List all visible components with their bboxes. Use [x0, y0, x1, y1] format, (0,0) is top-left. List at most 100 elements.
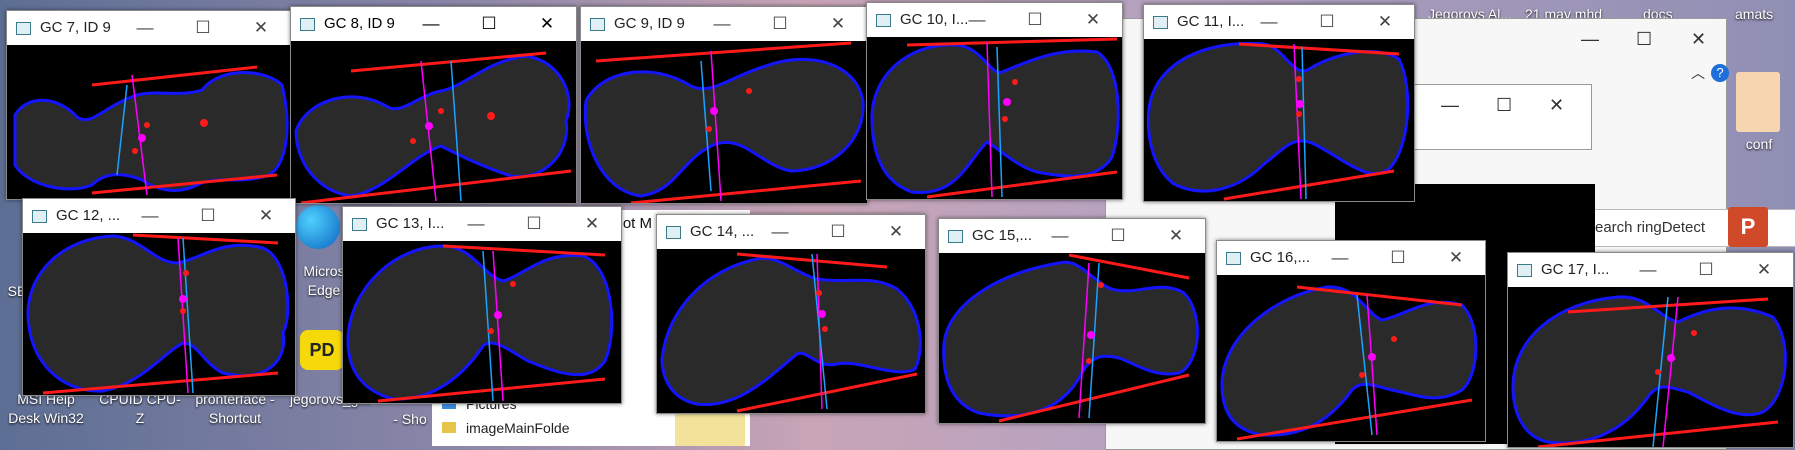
maximize-button[interactable]: ☐: [1698, 260, 1714, 279]
cell-image: [870, 37, 1120, 199]
window-title: GC 7, ID 9: [40, 19, 111, 36]
cv-window-gc13[interactable]: GC 13, I... — ☐ ✕: [342, 206, 622, 404]
close-button[interactable]: ✕: [888, 222, 904, 241]
title-bar[interactable]: GC 14, ... — ☐ ✕: [657, 215, 925, 249]
maximize-button[interactable]: ☐: [1390, 248, 1406, 267]
close-icon[interactable]: ✕: [1691, 29, 1707, 49]
window-title: GC 10, I...: [900, 11, 969, 28]
close-button[interactable]: ✕: [1085, 10, 1101, 29]
minimize-button[interactable]: —: [1331, 248, 1349, 267]
folder-icon: [442, 422, 456, 433]
desktop-icon-shortcut[interactable]: - Sho: [393, 411, 427, 427]
cell-image: [13, 65, 289, 196]
close-icon[interactable]: ✕: [1549, 95, 1565, 115]
minimize-button[interactable]: —: [1260, 12, 1278, 31]
title-bar[interactable]: GC 16,... — ☐ ✕: [1217, 241, 1485, 275]
cell-image: [294, 51, 572, 203]
minimize-button[interactable]: —: [968, 10, 986, 29]
edge-icon[interactable]: [296, 205, 340, 249]
maximize-button[interactable]: ☐: [830, 222, 846, 241]
window-title: GC 15,...: [972, 227, 1033, 244]
maximize-button[interactable]: ☐: [1027, 10, 1043, 29]
app-icon: [1153, 16, 1168, 29]
cv-window-gc15[interactable]: GC 15,... — ☐ ✕: [938, 218, 1206, 424]
maximize-button[interactable]: ☐: [195, 18, 211, 37]
search-input[interactable]: earch ringDetect: [1595, 219, 1706, 236]
maximize-button[interactable]: ☐: [526, 214, 542, 233]
title-bar[interactable]: GC 9, ID 9 — ☐ ✕: [581, 7, 867, 41]
close-button[interactable]: ✕: [1377, 12, 1393, 31]
close-button[interactable]: ✕: [1168, 226, 1184, 245]
app-icon: [590, 18, 605, 31]
minimize-icon[interactable]: —: [1441, 95, 1459, 115]
desktop-icon-se[interactable]: SE: [7, 283, 27, 299]
maximize-button[interactable]: ☐: [200, 206, 216, 225]
title-bar[interactable]: GC 13, I... — ☐ ✕: [343, 207, 621, 241]
close-button[interactable]: ✕: [1448, 248, 1464, 267]
cell-image: [583, 41, 865, 203]
maximize-button[interactable]: ☐: [481, 14, 497, 33]
powerpoint-icon[interactable]: P: [1728, 207, 1768, 247]
help-icon[interactable]: ?: [1711, 64, 1729, 82]
cv-window-gc17[interactable]: GC 17, I... — ☐ ✕: [1507, 252, 1794, 448]
cv-window-gc7[interactable]: GC 7, ID 9 — ☐ ✕: [6, 10, 291, 200]
pdf-icon[interactable]: PD: [300, 330, 344, 370]
title-bar[interactable]: GC 11, I... — ☐ ✕: [1144, 5, 1414, 39]
cell-image: [26, 233, 290, 395]
app-icon: [16, 22, 31, 35]
maximize-button[interactable]: ☐: [772, 14, 788, 33]
desktop-label-amats[interactable]: amats: [1735, 6, 1774, 22]
app-icon: [32, 210, 47, 223]
app-icon: [948, 230, 963, 243]
maximize-icon[interactable]: ☐: [1496, 95, 1513, 115]
minimize-button[interactable]: —: [141, 206, 159, 225]
nav-item-imagemain[interactable]: imageMainFolde: [442, 420, 570, 436]
minimize-button[interactable]: —: [1051, 226, 1069, 245]
maximize-icon[interactable]: ☐: [1636, 29, 1653, 49]
cv-window-gc14[interactable]: GC 14, ... — ☐ ✕: [656, 214, 926, 414]
hot-label[interactable]: Hot M: [612, 215, 653, 232]
close-button[interactable]: ✕: [584, 214, 600, 233]
window-title: GC 17, I...: [1541, 261, 1610, 278]
cv-window-gc16[interactable]: GC 16,... — ☐ ✕: [1216, 240, 1486, 442]
cv-window-gc9[interactable]: GC 9, ID 9 — ☐ ✕: [580, 6, 868, 204]
cell-image: [1511, 295, 1787, 447]
close-button[interactable]: ✕: [830, 14, 846, 33]
app-icon: [876, 14, 891, 27]
cv-window-gc11[interactable]: GC 11, I... — ☐ ✕: [1143, 4, 1415, 202]
minimize-button[interactable]: —: [467, 214, 485, 233]
title-bar[interactable]: GC 8, ID 9 — ☐ ✕: [291, 7, 576, 41]
window-title: GC 9, ID 9: [614, 15, 685, 32]
cv-window-gc8[interactable]: GC 8, ID 9 — ☐ ✕: [290, 6, 577, 204]
title-bar[interactable]: GC 17, I... — ☐ ✕: [1508, 253, 1793, 287]
window-title: GC 8, ID 9: [324, 15, 395, 32]
app-icon: [1226, 252, 1241, 265]
chevron-up-icon[interactable]: ︿: [1691, 65, 1705, 81]
title-bar[interactable]: GC 15,... — ☐ ✕: [939, 219, 1205, 253]
cell-image: [942, 253, 1199, 423]
minimize-icon[interactable]: —: [1581, 29, 1599, 49]
minimize-button[interactable]: —: [136, 18, 154, 37]
close-button[interactable]: ✕: [1756, 260, 1772, 279]
close-button[interactable]: ✕: [539, 14, 555, 33]
minimize-button[interactable]: —: [771, 222, 789, 241]
minimize-button[interactable]: —: [1639, 260, 1657, 279]
folder-icon[interactable]: [1736, 72, 1780, 132]
maximize-button[interactable]: ☐: [1110, 226, 1126, 245]
close-button[interactable]: ✕: [253, 18, 269, 37]
cv-window-gc12[interactable]: GC 12, ... — ☐ ✕: [22, 198, 296, 396]
title-bar[interactable]: GC 12, ... — ☐ ✕: [23, 199, 295, 233]
minimize-button[interactable]: —: [713, 14, 731, 33]
cell-image: [660, 252, 922, 413]
cv-window-gc10[interactable]: GC 10, I... — ☐ ✕: [866, 2, 1123, 200]
minimize-button[interactable]: —: [422, 14, 440, 33]
maximize-button[interactable]: ☐: [1319, 12, 1335, 31]
title-bar[interactable]: GC 7, ID 9 — ☐ ✕: [7, 11, 290, 45]
close-button[interactable]: ✕: [258, 206, 274, 225]
window-title: GC 13, I...: [376, 215, 445, 232]
desktop-icon-conf[interactable]: conf: [1745, 136, 1773, 152]
cell-image: [346, 244, 614, 403]
app-icon: [666, 226, 681, 239]
title-bar[interactable]: GC 10, I... — ☐ ✕: [867, 3, 1122, 37]
desktop-icon-edge[interactable]: Micros Edge: [303, 263, 345, 298]
